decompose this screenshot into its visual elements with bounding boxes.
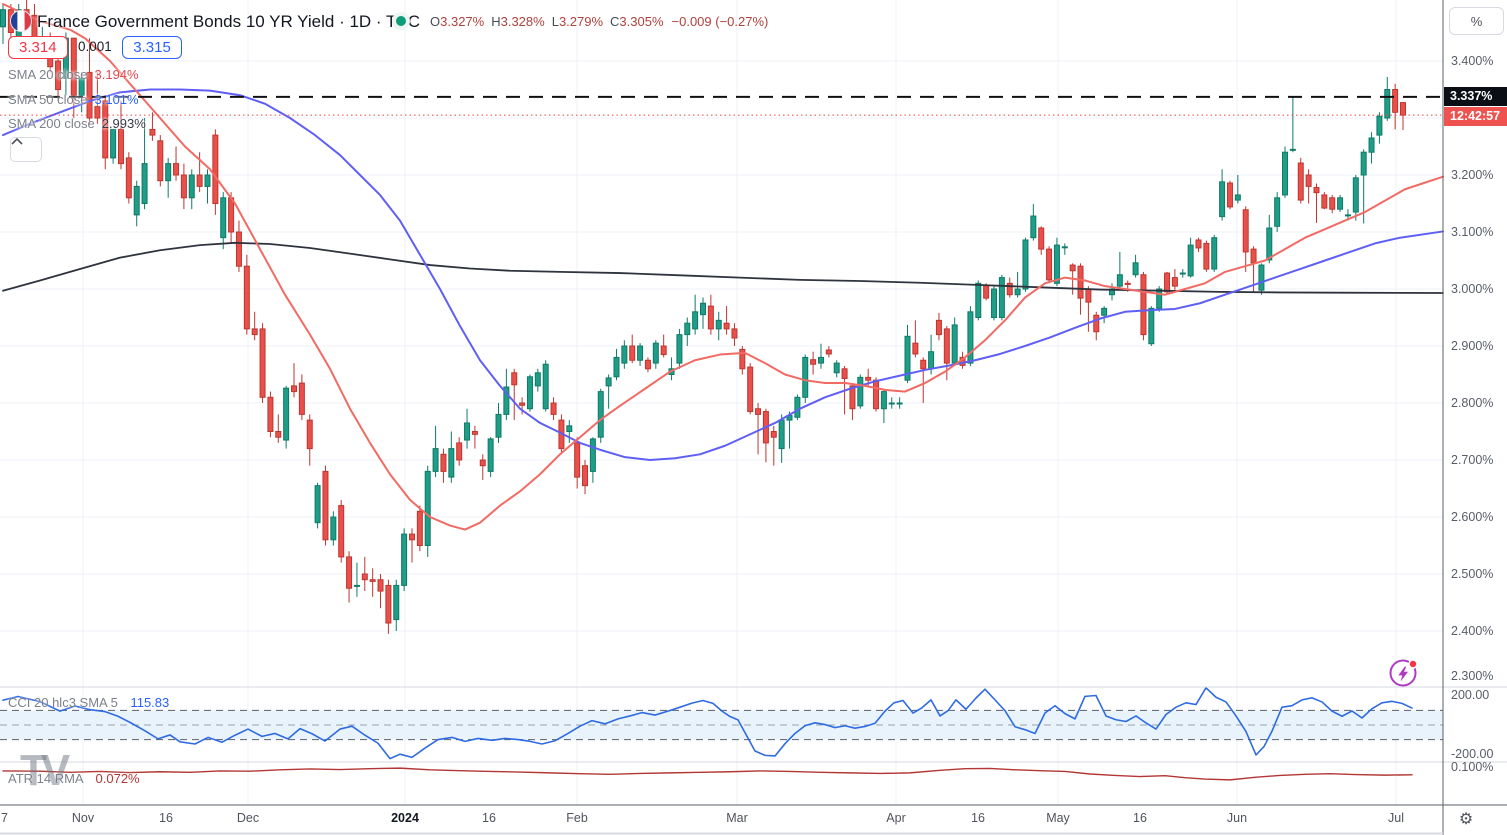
open-label: O [430,14,441,29]
lightning-icon [1389,659,1418,687]
open-value: 3.327% [440,14,485,29]
atr-label: ATR 14 RMA [8,771,83,786]
bar-countdown-badge: 12:42:57 [1444,106,1507,126]
indicator-legend-sma50[interactable]: SMA 50 close 3.101% [8,92,139,107]
low-value: 3.279% [558,14,604,29]
sma200-value: 2.993% [101,116,146,131]
axis-unit-percent-button[interactable]: % [1449,7,1504,35]
indicator-legend-cci[interactable]: CCI 20 hlc3 SMA 5 115.83 [8,695,169,710]
quick-trade-button[interactable] [1388,657,1419,688]
indicator-legend-sma200[interactable]: SMA 200 close 2.993% [8,116,146,131]
low-label: L [551,14,559,29]
bid-button[interactable]: 3.314 [8,36,68,59]
axis-settings-button[interactable]: ⚙ [1455,808,1477,830]
indicator-legend-atr[interactable]: ATR 14 RMA 0.072% [8,771,140,786]
high-label: H [491,14,501,29]
change-value: −0.009 (−0.27%) [671,14,769,29]
spread-value: 0.001 [78,39,112,54]
atr-value: 0.072% [95,771,140,786]
market-status-icon [396,16,406,26]
france-flag-icon [10,10,32,32]
cci-value: 115.83 [130,695,170,710]
high-value: 3.328% [500,14,545,29]
level-price-badge: 3.337% [1444,87,1507,107]
symbol-title[interactable]: France Government Bonds 10 YR Yield · 1D… [37,12,420,31]
chevron-up-icon [11,138,23,145]
collapse-legend-button[interactable] [10,137,42,162]
gear-icon: ⚙ [1458,811,1474,828]
ask-button[interactable]: 3.315 [122,36,182,59]
sma50-label: SMA 50 close [8,92,88,107]
ohlc-values: O3.327% H3.328% L3.279% C3.305% −0.009 (−0.2… [430,14,768,29]
cci-label: CCI 20 hlc3 SMA 5 [8,695,118,710]
sma200-label: SMA 200 close [8,116,95,131]
close-value: 3.305% [619,14,664,29]
tradingview-watermark: TV [20,746,70,795]
sma50-value: 3.101% [94,92,139,107]
close-label: C [610,14,620,29]
sma20-label: SMA 20 close [8,67,88,82]
sma20-value: 3.194% [94,67,139,82]
indicator-legend-sma20[interactable]: SMA 20 close 3.194% [8,67,139,82]
